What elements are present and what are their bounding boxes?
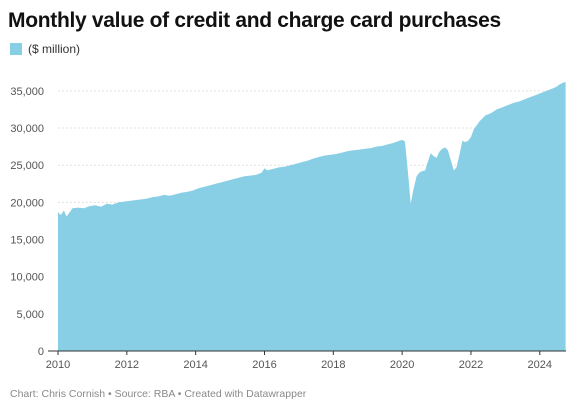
x-tick-label: 2016 [252,359,276,371]
footer-separator: • [177,388,182,400]
x-tick-label: 2010 [46,359,70,371]
y-tick-label: 0 [38,346,44,358]
y-tick-label: 25,000 [10,160,44,172]
y-tick-label: 15,000 [10,235,44,247]
footer-tool: Created with Datawrapper [184,388,307,400]
x-tick-label: 2024 [528,359,552,371]
x-tick-label: 2018 [321,359,345,371]
y-tick-label: 10,000 [10,272,44,284]
chart-title: Monthly value of credit and charge card … [8,9,501,32]
y-tick-label: 20,000 [10,197,44,209]
footer-source: Source: RBA [114,388,175,400]
y-tick-label: 30,000 [10,123,44,135]
y-tick-label: 5,000 [16,309,44,321]
footer-separator: • [108,388,112,400]
x-tick-label: 2020 [390,359,414,371]
x-tick-label: 2014 [183,359,207,371]
y-tick-label: 35,000 [10,86,44,98]
footer-credit: Chart: Chris Cornish [10,388,106,400]
chart-footer: Chart: Chris Cornish • Source: RBA • Cre… [10,388,306,400]
legend-label: ($ million) [28,42,81,56]
legend-swatch [10,43,22,55]
area-series [58,81,566,352]
legend: ($ million) [10,42,80,56]
x-tick-label: 2022 [459,359,483,371]
x-tick-label: 2012 [115,359,139,371]
